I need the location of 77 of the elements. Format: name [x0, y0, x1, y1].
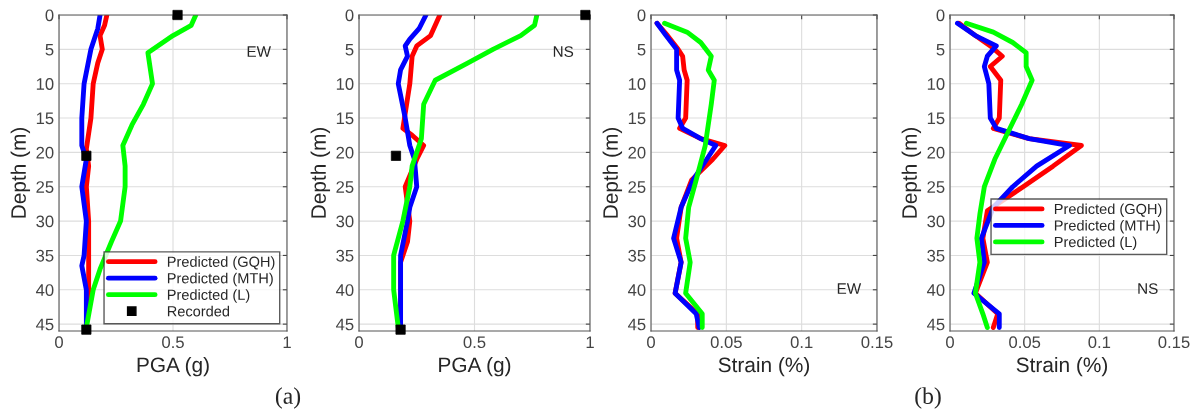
annotation: NS [553, 46, 574, 58]
y-axis-title: Depth (m) [901, 127, 922, 218]
y-tick-label: 35 [336, 249, 354, 262]
y-tick-label: 30 [927, 215, 945, 228]
y-tick-label: 35 [927, 249, 945, 262]
x-tick-label: 0.1 [1088, 336, 1111, 349]
y-tick-label: 20 [927, 146, 945, 159]
x-tick-label: 1 [283, 336, 291, 348]
y-tick-label: 20 [336, 146, 354, 159]
y-tick-label: 15 [927, 112, 945, 125]
y-tick-label: 45 [627, 318, 646, 331]
legend-label: Predicted (L) [167, 289, 250, 303]
y-tick-label: 10 [336, 78, 354, 90]
x-tick-label: 0 [355, 336, 363, 349]
y-tick-label: 15 [628, 112, 646, 125]
x-tick-label: 0.15 [861, 336, 893, 349]
y-axis-title: Depth (m) [310, 127, 331, 218]
y-tick-label: 10 [927, 78, 945, 90]
legend-label: Predicted (GQH) [167, 256, 275, 270]
y-tick-label: 0 [936, 9, 945, 22]
y-axis-title: Depth (m) [602, 127, 623, 218]
x-axis-title: PGA (g) [439, 356, 511, 377]
y-tick-label: 10 [36, 78, 54, 90]
x-axis-title: Strain (%) [1016, 356, 1108, 377]
x-tick-label: 0.5 [463, 336, 486, 349]
x-tick-label: 0.1 [790, 336, 813, 349]
y-tick-label: 40 [335, 284, 354, 296]
legend-label: Recorded [167, 305, 230, 317]
y-tick-label: 10 [628, 78, 646, 90]
y-tick-label: 35 [628, 249, 646, 262]
y-tick-label: 30 [36, 215, 54, 228]
y-axis-title: Depth (m) [10, 127, 31, 218]
x-tick-label: 0.05 [1009, 336, 1041, 349]
x-axis-title: PGA (g) [137, 356, 209, 377]
annotation: EW [837, 283, 862, 294]
y-tick-label: 25 [927, 181, 945, 193]
legend-label: Predicted (MTH) [167, 272, 273, 287]
legend-label: Predicted (L) [1054, 236, 1137, 251]
y-tick-label: 15 [36, 112, 54, 125]
y-tick-label: 40 [926, 284, 945, 296]
y-tick-label: 30 [628, 215, 646, 228]
line-series [662, 20, 717, 330]
x-tick-label: 0 [647, 336, 655, 349]
y-tick-label: 20 [628, 146, 646, 159]
y-tick-label: 45 [335, 318, 354, 331]
y-tick-label: 20 [36, 146, 54, 159]
y-tick-label: 25 [36, 181, 54, 193]
y-tick-label: 5 [637, 43, 646, 56]
text: (b) [915, 387, 941, 409]
y-tick-label: 5 [936, 43, 945, 56]
y-tick-label: 35 [36, 249, 54, 262]
y-tick-label: 30 [336, 215, 354, 228]
y-tick-label: 15 [336, 112, 354, 125]
y-tick-label: 25 [628, 181, 646, 193]
x-axis-title: Strain (%) [718, 356, 810, 377]
legend-label: Predicted (MTH) [1054, 219, 1160, 234]
y-tick-label: 25 [336, 181, 354, 193]
line-series [964, 20, 1035, 330]
x-tick-label: 0 [946, 336, 954, 349]
y-tick-label: 45 [35, 318, 54, 331]
y-tick-label: 40 [35, 284, 54, 296]
x-tick-label: 0.05 [710, 336, 742, 349]
x-tick-label: 0.5 [162, 336, 184, 349]
y-tick-label: 5 [45, 43, 54, 56]
y-tick-label: 45 [926, 318, 945, 331]
y-tick-label: 0 [637, 9, 646, 22]
y-tick-label: 0 [345, 9, 354, 22]
text: (a) [275, 387, 301, 409]
x-tick-label: 0 [55, 336, 63, 349]
y-tick-label: 0 [45, 9, 54, 22]
legend-label: Predicted (GQH) [1054, 203, 1162, 217]
annotation: EW [247, 46, 271, 57]
annotation: NS [1138, 283, 1158, 295]
y-tick-label: 5 [345, 43, 354, 56]
y-tick-label: 40 [627, 284, 646, 296]
x-tick-label: 1 [586, 336, 594, 348]
x-tick-label: 0.15 [1158, 336, 1190, 349]
